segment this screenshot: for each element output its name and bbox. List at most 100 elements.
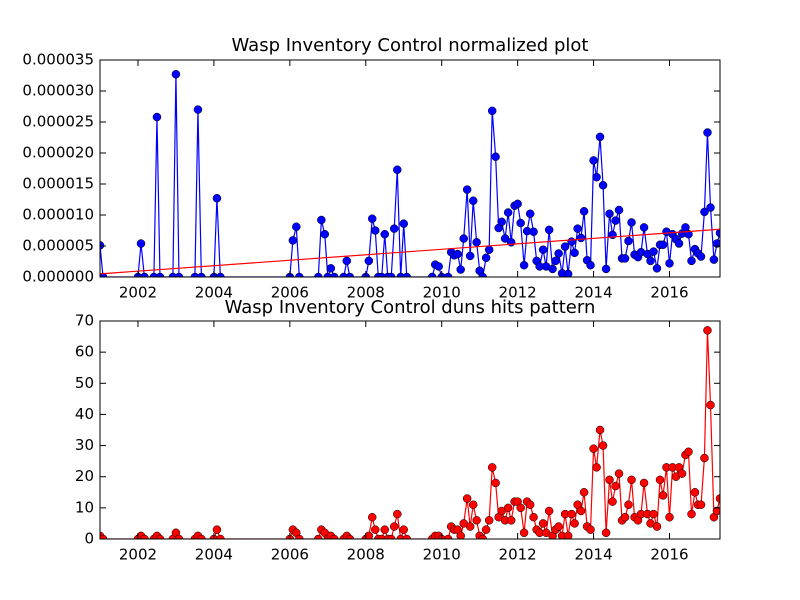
x-tick-label: 2004 [195,546,233,564]
data-point [516,503,525,513]
data-point [367,512,377,522]
y-tick-label: 10 [75,498,94,516]
data-point [292,222,301,232]
data-point [468,500,478,509]
data-point [317,215,326,225]
data-point [364,531,374,539]
data-point [427,272,437,277]
data-point [465,522,475,531]
y-tick-label: 0.000025 [22,113,94,131]
y-tick-label: 0 [84,530,94,548]
data-point [608,497,617,506]
data-point [468,196,478,205]
data-point [140,534,149,539]
data-point [595,425,605,435]
axes-frame [99,59,721,278]
x-tick-label: 2010 [423,284,461,302]
data-point [500,234,510,243]
chart-title: Wasp Inventory Control duns hits pattern [225,297,596,318]
data-point [551,256,560,266]
data-point [462,494,472,503]
data-line [100,228,720,275]
data-point [320,229,330,239]
data-point [639,223,649,232]
x-tick-label: 2008 [347,284,385,302]
data-point [443,272,453,277]
data-point [216,534,225,539]
data-point [364,256,374,266]
x-tick-label: 2002 [119,546,157,564]
data-point [152,112,162,122]
data-point [614,205,624,215]
data-point [386,534,396,539]
data-point [399,219,408,228]
data-point [434,262,443,271]
data-point [503,208,513,217]
y-tick-label: 40 [75,405,94,423]
data-point [658,240,668,250]
data-point [605,209,614,219]
data-point [342,256,352,266]
data-point [472,516,481,525]
data-point [563,531,573,539]
data-point [598,441,608,450]
data-point [576,233,586,243]
data-point [503,503,513,513]
data-point [345,534,355,539]
data-point [497,217,506,227]
data-point [389,224,399,233]
data-point [487,463,497,472]
data-point [190,272,200,277]
data-point [703,326,712,335]
data-point [696,252,706,261]
data-point [646,256,655,266]
data-point [544,506,554,516]
data-point [174,534,184,539]
data-point [216,272,225,277]
y-tick-label: 0.000030 [22,82,94,100]
data-point [576,506,586,516]
data-point [462,185,472,194]
data-point [465,251,475,261]
data-point [459,234,468,243]
x-tick-label: 2010 [423,546,461,564]
data-point [579,207,589,216]
data-point [665,259,674,268]
y-tick-label: 0.000005 [22,237,94,255]
data-point [529,227,538,236]
data-point [478,272,487,277]
data-point [652,522,662,531]
data-point [624,236,633,246]
data-point [601,264,611,274]
plot-area [100,326,720,539]
data-point [570,519,579,528]
data-point [677,469,687,478]
x-tick-label: 2006 [271,546,309,564]
data-point [212,194,222,203]
y-tick-label: 0.000035 [22,51,94,69]
x-tick-label: 2008 [347,546,385,564]
data-point [193,105,203,114]
data-point [538,245,548,254]
data-point [516,218,525,228]
data-point [639,478,649,488]
data-point [687,509,696,519]
data-point [519,260,529,270]
data-point [371,226,380,235]
data-point [548,264,557,274]
y-tick-label: 50 [75,374,94,392]
data-point [684,447,693,457]
y-tick-label: 30 [75,436,94,454]
data-point [649,247,658,256]
data-point [443,534,453,539]
data-point [529,512,538,522]
data-point [453,249,462,259]
data-point [456,265,465,274]
data-point [595,132,605,142]
data-point [570,248,579,258]
data-point [592,463,601,472]
data-point [700,453,709,463]
data-point [197,534,206,539]
